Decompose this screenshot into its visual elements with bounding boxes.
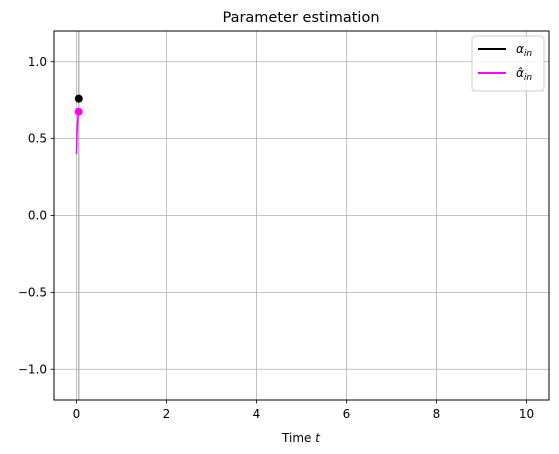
x-tick-label: 2 [163,407,171,421]
x-tick-label: 4 [253,407,261,421]
x-tick-label: 0 [73,407,81,421]
legend-box [471,35,545,92]
legend-label-1: α̂in [516,66,532,83]
legend-label-0: αin [516,42,532,59]
ticks: 0 2 4 6 8 10 1.0 0.5 0.0 −0.5 −1.0 [18,55,534,421]
y-tick-label: 0.0 [28,209,47,223]
y-tick-label: −0.5 [18,285,47,299]
chart-title: Parameter estimation [222,10,379,26]
y-tick-label: 0.5 [28,132,47,146]
series-layer [74,94,83,155]
legend: αin α̂in [471,35,545,92]
series-current-point-0 [74,94,83,103]
y-tick-label: 1.0 [28,55,47,69]
x-tick-label: 10 [519,407,534,421]
grid [54,31,549,400]
x-tick-label: 8 [433,407,441,421]
series-current-point-1 [74,107,83,116]
x-axis-label: Time t [281,431,321,445]
y-tick-label: −1.0 [18,362,47,376]
x-tick-label: 6 [343,407,351,421]
